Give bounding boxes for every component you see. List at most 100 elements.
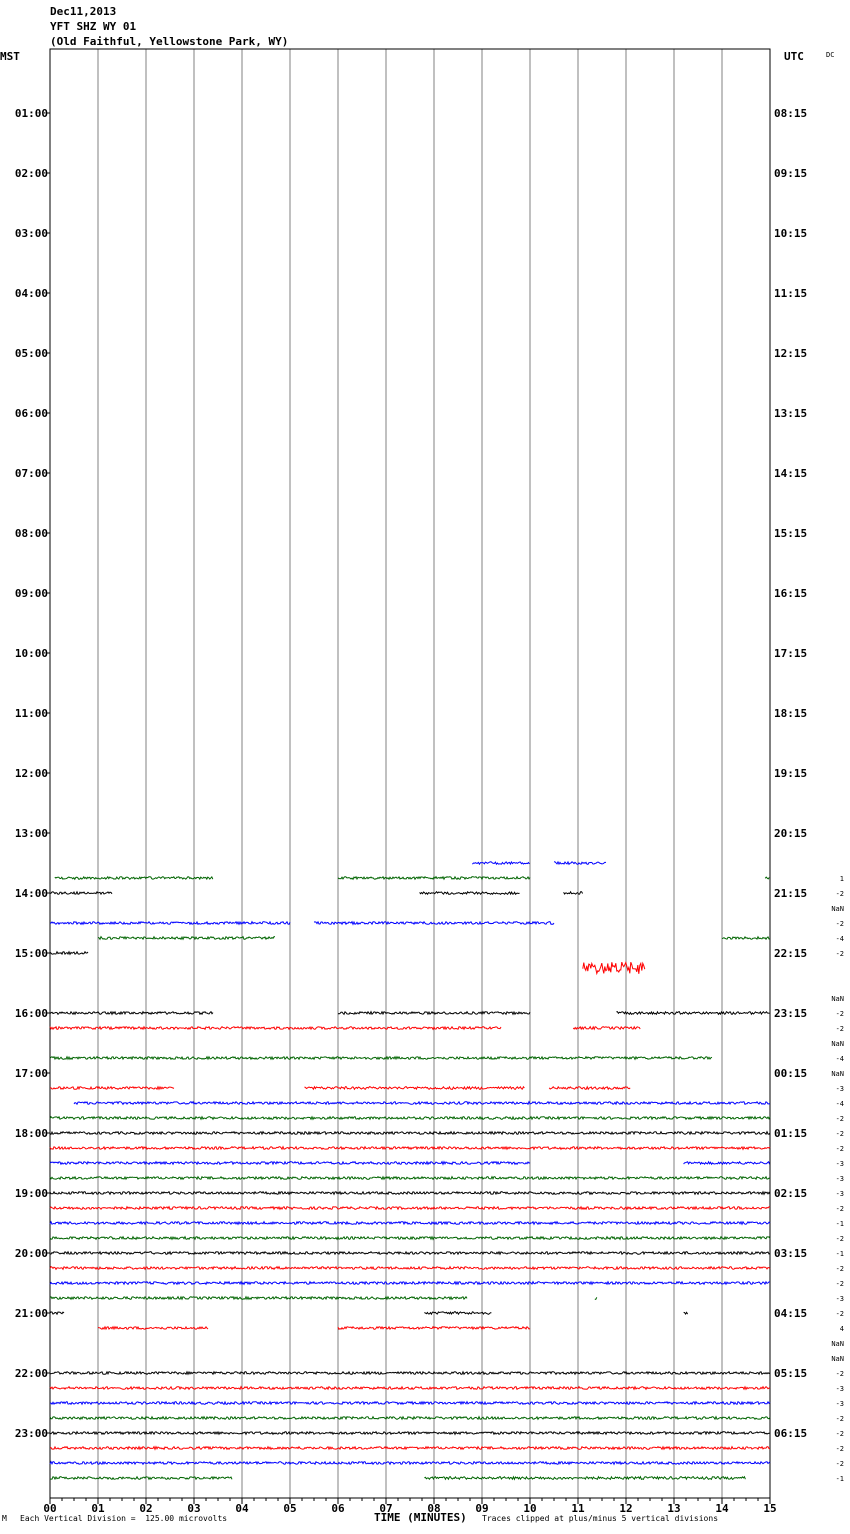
utc-hour-label: 12:15	[774, 347, 807, 360]
utc-hour-label: 16:15	[774, 587, 807, 600]
utc-hour-label: 01:15	[774, 1127, 807, 1140]
dc-offset-label: -2	[836, 890, 844, 898]
mst-hour-label: 14:00	[15, 887, 48, 900]
dc-offset-label: NaN	[831, 1355, 844, 1363]
seismic-trace-segment	[49, 1415, 771, 1421]
utc-hour-label: 21:15	[774, 887, 807, 900]
x-tick-label: 09	[475, 1502, 488, 1515]
utc-hour-label: 18:15	[774, 707, 807, 720]
seismic-trace-segment	[721, 935, 770, 941]
mst-hour-label: 22:00	[15, 1367, 48, 1380]
dc-offset-label: -3	[836, 1295, 844, 1303]
seismic-trace-segment	[572, 1025, 641, 1031]
dc-offset-label: -4	[836, 935, 844, 943]
dc-corner-label: DC	[826, 51, 834, 59]
seismic-trace-segment	[49, 1115, 771, 1121]
utc-hour-label: 20:15	[774, 827, 807, 840]
dc-offset-label: -2	[836, 920, 844, 928]
seismic-trace-segment	[49, 1235, 771, 1241]
dc-offset-label: -2	[836, 950, 844, 958]
seismic-trace-segment	[49, 1205, 771, 1211]
mst-hour-label: 12:00	[15, 767, 48, 780]
x-tick-label: 04	[235, 1502, 249, 1515]
dc-offset-label: 1	[840, 875, 844, 883]
seismic-trace-segment	[49, 950, 89, 956]
seismic-trace-segment	[582, 961, 646, 976]
seismic-trace-segment	[616, 1010, 770, 1016]
seismic-trace-segment	[54, 875, 214, 881]
seismic-trace-segment	[553, 860, 607, 866]
utc-hour-labels: 08:15 09:15 10:15 11:15 12:15 13:15 14:15 15:15…	[774, 107, 807, 1440]
seismic-trace-segment	[49, 1130, 771, 1136]
dc-offset-label: NaN	[831, 1040, 844, 1048]
seismic-trace-segment	[337, 1010, 531, 1016]
x-tick-label: 11	[571, 1502, 585, 1515]
seismic-trace-segment	[49, 1145, 771, 1151]
seismic-trace-segment	[49, 1280, 771, 1286]
seismic-trace-segment	[419, 890, 520, 896]
mst-hour-label: 21:00	[15, 1307, 48, 1320]
seismic-trace-segment	[304, 1085, 525, 1091]
x-tick-label: 03	[187, 1502, 200, 1515]
seismic-trace-segment	[548, 1085, 631, 1091]
seismic-trace-segment	[49, 1010, 214, 1016]
mst-hour-labels: 01:00 02:00 03:00 04:00 05:00 06:00 07:00 08:00…	[15, 107, 50, 1440]
utc-hour-label: 08:15	[774, 107, 807, 120]
dc-offset-label: -2	[836, 1370, 844, 1378]
seismic-trace-segment	[594, 1297, 598, 1300]
x-tick-label: 02	[139, 1502, 152, 1515]
dc-offset-label: -1	[836, 1475, 844, 1483]
mst-hour-label: 06:00	[15, 407, 48, 420]
seismic-trace-segment	[49, 1295, 468, 1301]
mst-axis-label: MST	[0, 50, 20, 63]
dc-offset-label: -3	[836, 1190, 844, 1198]
x-tick-label: 12	[619, 1502, 632, 1515]
utc-axis-label: UTC	[784, 50, 804, 63]
seismic-trace-segment	[49, 1190, 771, 1196]
dc-offset-label: -2	[836, 1265, 844, 1273]
vertical-scale-note: Each Vertical Division = 125.00 microvol…	[20, 1514, 228, 1523]
dc-offset-label: NaN	[831, 995, 844, 1003]
utc-hour-label: 22:15	[774, 947, 807, 960]
dc-offset-label: -3	[836, 1400, 844, 1408]
mst-hour-label: 05:00	[15, 347, 48, 360]
seismic-trace-segment	[683, 1160, 771, 1166]
x-axis-title: TIME (MINUTES)	[374, 1511, 467, 1524]
utc-hour-label: 17:15	[774, 647, 807, 660]
utc-hour-label: 14:15	[774, 467, 807, 480]
seismic-trace-segment	[50, 890, 113, 896]
seismic-trace-segment	[49, 1445, 771, 1451]
mst-hour-label: 08:00	[15, 527, 48, 540]
utc-hour-label: 10:15	[774, 227, 807, 240]
mst-hour-label: 03:00	[15, 227, 48, 240]
utc-hour-label: 05:15	[774, 1367, 807, 1380]
mst-hour-label: 07:00	[15, 467, 48, 480]
seismic-trace-segment	[49, 1311, 65, 1316]
utc-hour-label: 06:15	[774, 1427, 807, 1440]
x-tick-label: 07	[379, 1502, 392, 1515]
seismic-trace-segment	[73, 1100, 771, 1106]
dc-offset-label: -2	[836, 1025, 844, 1033]
x-tick-label: 00	[43, 1502, 56, 1515]
x-axis-ticks: 00 01 02 03 04 05 06 07 08 09 10 11 12 13 14 15	[43, 1498, 777, 1515]
utc-hour-label: 11:15	[774, 287, 807, 300]
mst-hour-label: 04:00	[15, 287, 48, 300]
seismic-trace-segment	[50, 1475, 233, 1481]
utc-hour-label: 13:15	[774, 407, 807, 420]
dc-offset-label: NaN	[831, 905, 844, 913]
dc-offset-label: -2	[836, 1010, 844, 1018]
utc-hour-label: 00:15	[774, 1067, 807, 1080]
dc-offset-label: -2	[836, 1115, 844, 1123]
mst-hour-label: 01:00	[15, 107, 48, 120]
seismic-trace-segment	[49, 920, 291, 926]
mst-hour-label: 18:00	[15, 1127, 48, 1140]
mst-hour-label: 02:00	[15, 167, 48, 180]
dc-offset-label: -2	[836, 1145, 844, 1153]
dc-offset-label: -2	[836, 1205, 844, 1213]
utc-hour-label: 04:15	[774, 1307, 807, 1320]
dc-offset-label: 4	[840, 1325, 844, 1333]
mst-hour-label: 11:00	[15, 707, 48, 720]
mst-hour-label: 15:00	[15, 947, 48, 960]
x-tick-label: 14	[715, 1502, 729, 1515]
